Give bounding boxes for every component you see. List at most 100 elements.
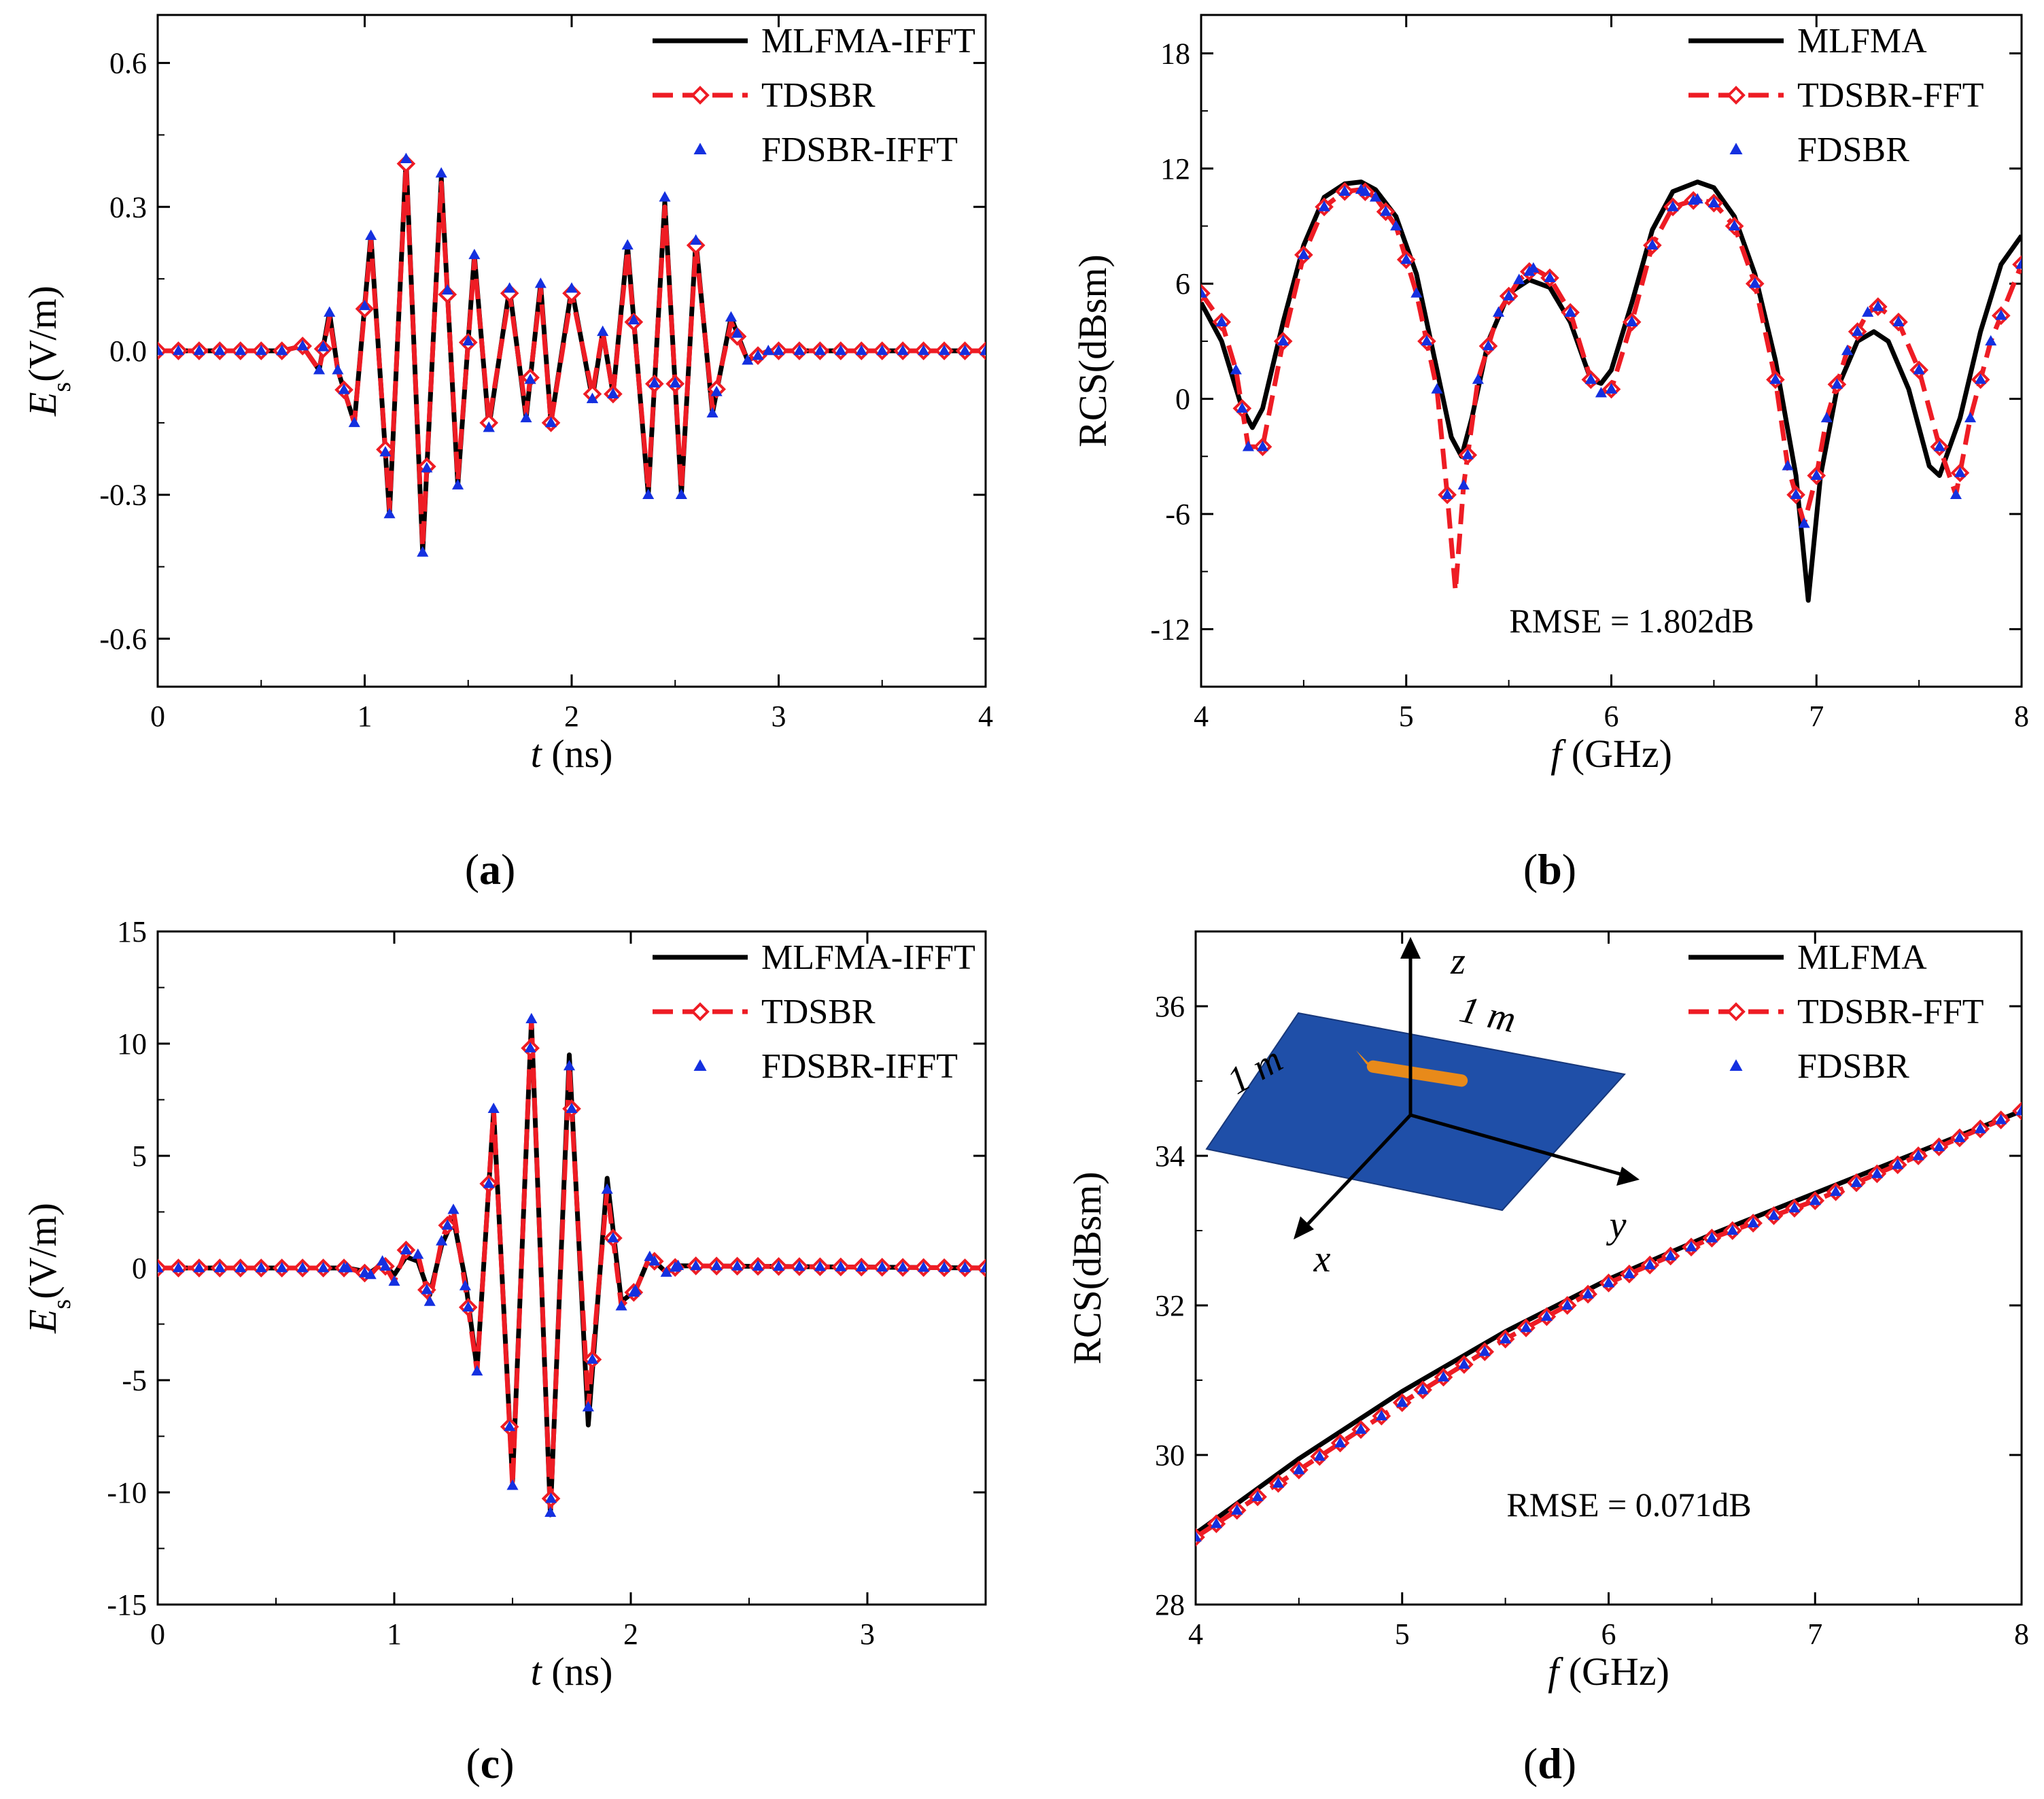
series-point-fdsbr [1810, 469, 1822, 480]
series-point-fdsbr-ifft [675, 488, 687, 500]
series-marker-fdsbr-ifft [876, 1261, 888, 1272]
y-tick-label: 6 [1175, 267, 1190, 301]
series-point-fdsbr-ifft [400, 152, 412, 164]
series-point-fdsbr-ifft [725, 311, 738, 322]
series-point-fdsbr [1242, 441, 1254, 451]
series-point-fdsbr-ifft [364, 1268, 377, 1280]
series-marker-fdsbr-ifft [235, 345, 247, 356]
series-point-fdsbr-ifft [417, 546, 429, 557]
series-marker-fdsbr-ifft [731, 327, 744, 338]
series-point-fdsbr [1862, 306, 1874, 317]
series-point-fdsbr-ifft [621, 239, 634, 250]
y-tick-label: -15 [107, 1588, 147, 1622]
series-point-fdsbr [1472, 373, 1484, 384]
series-marker-fdsbr-ifft [959, 1261, 971, 1273]
series-marker-fdsbr [1540, 1310, 1553, 1321]
series-marker-fdsbr [1644, 1258, 1656, 1269]
series-marker-tdsbr [562, 284, 581, 303]
series-marker-fdsbr-ifft [814, 345, 826, 356]
series-marker-fdsbr [1437, 1371, 1450, 1382]
series-point-fdsbr-ifft [377, 1255, 389, 1266]
series-point-fdsbr-ifft [400, 1244, 412, 1254]
plot-area [158, 152, 986, 557]
x-tick-label: 0 [150, 1617, 165, 1651]
y-tick-label: 12 [1160, 152, 1190, 186]
series-point-fdsbr [1396, 1397, 1408, 1407]
chart-panel-b: 4 5 6 7 8 -12 -6 0 6 12 18 f (GHz) RCS(dBsm) (b) MLFMA… [1071, 14, 2029, 893]
series-point-fdsbr-ifft [601, 1183, 613, 1194]
series-marker-fdsbr [1788, 1202, 1801, 1213]
series-point-fdsbr-ifft [690, 234, 702, 245]
series-marker-fdsbr-ifft [627, 313, 640, 325]
series-marker-fdsbr-ifft [607, 1232, 619, 1243]
series-marker-fdsbr [1623, 1267, 1635, 1279]
legend-swatch-triangle [1729, 143, 1743, 154]
y-axis-label: RCS(dBsm) [1071, 254, 1115, 447]
series-point-fdsbr-ifft [158, 1262, 164, 1273]
series-marker-fdsbr-ifft [918, 1261, 930, 1272]
x-axis-arrow [1294, 1216, 1314, 1239]
series-marker-fdsbr [1210, 1518, 1222, 1528]
y-tick-label: 0 [132, 1252, 147, 1285]
series-line-mlfma [1201, 179, 2022, 603]
series-point-fdsbr [1729, 220, 1741, 230]
series-marker-fdsbr [1520, 1322, 1532, 1333]
series-point-fdsbr [1913, 364, 1925, 375]
y-tick-label: -0.3 [99, 479, 147, 512]
legend: MLFMA-IFFT TDSBR FDSBR-IFFT [653, 22, 975, 169]
series-point-fdsbr-ifft [332, 364, 344, 375]
inset-dim-right: 1 m [1456, 988, 1520, 1041]
series-marker-fdsbr [1790, 488, 1802, 500]
series-marker-fdsbr-ifft [959, 345, 971, 356]
x-tick-label: 1 [358, 700, 373, 733]
series-point-fdsbr-ifft [582, 1401, 594, 1411]
series-marker-fdsbr-ifft [855, 345, 867, 356]
series-marker-fdsbr [1461, 449, 1474, 460]
series-point-fdsbr-ifft [412, 1248, 424, 1259]
series-point-fdsbr [1841, 345, 1854, 356]
series-marker-fdsbr-ifft [752, 1260, 764, 1271]
y-tick-label: 15 [117, 915, 147, 948]
series-marker-fdsbr [1417, 1384, 1429, 1394]
y-tick-label: 28 [1155, 1588, 1185, 1622]
x-tick-label: 7 [1809, 700, 1824, 733]
series-marker-fdsbr-ifft [338, 383, 350, 394]
rmse-annotation: RMSE = 0.071dB [1506, 1486, 1751, 1524]
y-tick-label: -12 [1150, 613, 1190, 646]
series-point-fdsbr [1492, 306, 1505, 317]
series-marker-fdsbr-ifft [379, 445, 392, 457]
series-point-fdsbr-ifft [506, 1479, 519, 1490]
series-marker-fdsbr [1850, 1176, 1863, 1187]
series-point-fdsbr-ifft [597, 325, 609, 337]
series-line-mlfma [1196, 1108, 2022, 1536]
series-point-fdsbr-ifft [742, 354, 754, 365]
legend-label: MLFMA-IFFT [761, 22, 975, 61]
series-marker-fdsbr [1561, 1299, 1574, 1310]
series-marker-fdsbr-ifft [483, 1178, 495, 1188]
series-point-fdsbr [1820, 411, 1833, 423]
x-tick-label: 5 [1395, 1617, 1410, 1651]
y-tick-label: -10 [107, 1476, 147, 1509]
series-marker-fdsbr-ifft [172, 345, 184, 356]
series-marker-fdsbr [1933, 1140, 1945, 1152]
series-marker-fdsbr-ifft [669, 377, 681, 388]
y-tick-label: -5 [122, 1364, 147, 1397]
series-marker-fdsbr [1830, 1185, 1842, 1197]
chart-panel-c: 0 1 2 3 -15 -10 -5 0 5 10 15 t (ns) Es(V/m) (c) MLFMA-… [20, 915, 987, 1787]
legend: MLFMA TDSBR-FFT FDSBR [1688, 22, 1984, 169]
y-axis-label: Es(V/m) [20, 286, 76, 417]
series-point-fdsbr [1872, 301, 1884, 311]
series-point-fdsbr [1355, 183, 1367, 194]
series-line-tdsbr-fft [1196, 1108, 2022, 1539]
series-marker-fdsbr [1400, 253, 1413, 264]
series-point-fdsbr-ifft [980, 1262, 986, 1273]
series-marker-fdsbr [1871, 1167, 1883, 1178]
series-point-fdsbr [1749, 277, 1761, 288]
series-marker-fdsbr-ifft [793, 1261, 806, 1271]
series-marker-fdsbr [1852, 325, 1864, 337]
x-tick-label: 8 [2014, 1617, 2029, 1651]
series-marker-fdsbr [1272, 1477, 1285, 1488]
series-marker-fdsbr [1334, 1437, 1347, 1447]
x-axis-label: f (GHz) [1551, 732, 1672, 776]
